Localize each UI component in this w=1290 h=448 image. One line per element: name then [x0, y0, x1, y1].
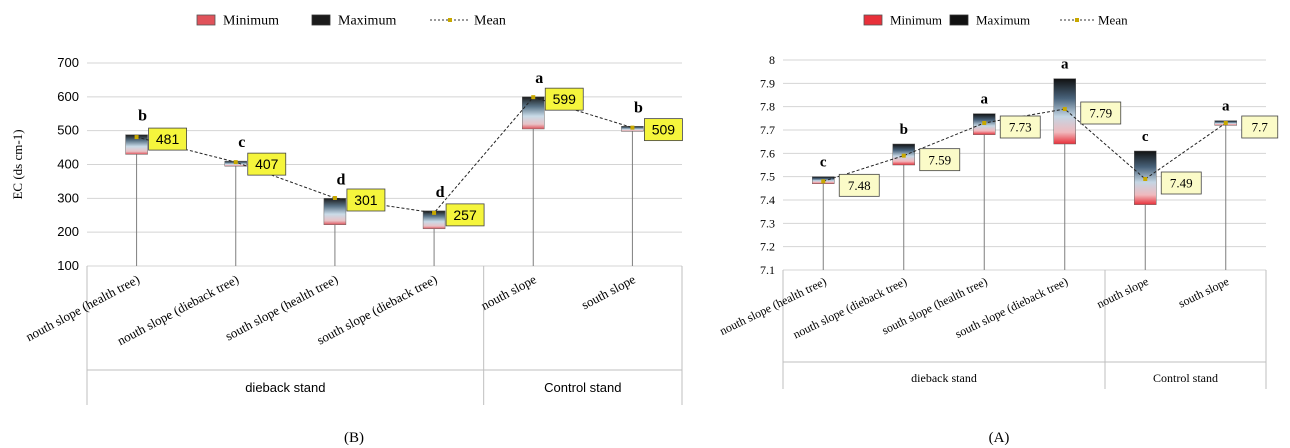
y-tick-label: 700	[57, 55, 79, 70]
mean-marker	[432, 210, 437, 215]
mean-label: 509	[652, 122, 676, 138]
mean-label: 7.73	[1009, 120, 1032, 135]
y-tick-label: 8	[769, 53, 775, 67]
significance-letter: c	[1142, 129, 1149, 145]
significance-letter: d	[436, 184, 445, 201]
mean-label-box	[544, 87, 584, 111]
y-tick-label: 600	[57, 89, 79, 104]
significance-letter: c	[238, 134, 245, 151]
mean-label: 7.79	[1089, 106, 1112, 121]
category-label: south slope	[1176, 274, 1231, 310]
mean-label: 407	[255, 156, 279, 172]
mean-label-box	[838, 173, 880, 197]
y-tick-label: 7.5	[760, 170, 775, 184]
caption-a: (A)	[989, 430, 1010, 446]
legend-swatch-maximum	[311, 14, 331, 26]
mean-label-box	[247, 152, 287, 176]
y-tick-label: 7.1	[760, 263, 775, 277]
y-tick-label: 7.8	[760, 100, 775, 114]
y-tick-label: 7.6	[760, 146, 775, 160]
mean-label: 7.7	[1252, 120, 1269, 135]
y-tick-label: 500	[57, 123, 79, 138]
category-label: nouth slope	[1094, 274, 1150, 311]
legend-marker-mean	[448, 18, 452, 22]
y-tick-label: 7.9	[760, 76, 775, 90]
mean-marker	[821, 179, 826, 184]
range-box	[1053, 78, 1076, 145]
significance-letter: c	[820, 155, 827, 171]
mean-marker	[901, 153, 906, 158]
mean-marker	[982, 121, 987, 125]
legend-label-minimum: Minimum	[890, 13, 942, 28]
legend-swatch-minimum	[196, 14, 216, 26]
y-tick-label: 7.4	[760, 193, 775, 207]
mean-label: 7.48	[848, 178, 871, 193]
y-tick-label: 200	[57, 224, 79, 239]
range-box	[125, 134, 148, 155]
mean-label-box	[1160, 171, 1202, 195]
chart-a: Minimum Maximum Mean 7.1 7.2 7.3 7.4 7.5 7.6 7.7 7…	[717, 13, 1279, 389]
mean-label-box	[148, 127, 187, 151]
range-box	[422, 210, 446, 230]
mean-label-box	[919, 148, 961, 172]
mean-label-box	[346, 188, 386, 212]
significance-letter: a	[1222, 99, 1230, 115]
mean-label: 481	[156, 131, 180, 147]
y-tick-label: 300	[57, 190, 79, 205]
mean-label-box	[1241, 115, 1279, 139]
mean-label-box	[1080, 101, 1122, 125]
significance-letter: b	[138, 108, 147, 125]
mean-label: 7.49	[1170, 176, 1193, 191]
mean-label: 7.59	[928, 152, 951, 167]
group-label: Control stand	[1153, 371, 1218, 385]
mean-marker	[1062, 107, 1067, 111]
mean-marker	[630, 125, 635, 130]
y-tick-label: 7.7	[760, 123, 775, 137]
significance-letter: a	[981, 92, 989, 108]
y-tick-label: 400	[57, 157, 79, 172]
legend-swatch-maximum	[949, 14, 969, 26]
chart-b: Minimum Maximum Mean 100 200 300 400 500 600 700 d…	[10, 14, 683, 405]
category-label: south slope	[579, 271, 638, 312]
mean-label: 257	[453, 207, 477, 223]
y-tick-label: 7.2	[760, 240, 775, 254]
mean-marker	[531, 95, 536, 100]
significance-letter: b	[900, 122, 908, 138]
significance-letter: d	[336, 171, 345, 188]
significance-letter: b	[634, 99, 643, 116]
group-label: dieback stand	[911, 371, 977, 385]
legend-label-mean: Mean	[474, 14, 506, 29]
y-tick-label: 7.3	[760, 216, 775, 230]
legend-label-minimum: Minimum	[223, 14, 279, 29]
mean-marker	[1143, 177, 1148, 181]
group-label: Control stand	[544, 380, 621, 395]
legend-label-maximum: Maximum	[338, 14, 396, 29]
legend-marker-mean	[1075, 18, 1079, 22]
mean-label: 301	[354, 192, 378, 208]
mean-label-box	[445, 203, 485, 227]
significance-letter: a	[1061, 57, 1069, 73]
mean-marker	[233, 160, 238, 165]
category-label: nouth slope	[478, 271, 538, 313]
legend-label-mean: Mean	[1098, 13, 1128, 28]
mean-marker	[1223, 121, 1228, 125]
caption-b: (B)	[344, 430, 364, 446]
range-box	[323, 198, 347, 225]
significance-letter: a	[535, 70, 543, 87]
legend-label-maximum: Maximum	[976, 13, 1030, 28]
y-tick-label: 100	[57, 258, 79, 273]
mean-label-box	[999, 115, 1041, 139]
y-axis-label: EC (ds cm-1)	[10, 129, 25, 199]
mean-label: 599	[553, 91, 577, 107]
range-box	[522, 96, 545, 130]
legend-swatch-minimum	[863, 14, 883, 26]
group-label: dieback stand	[245, 380, 325, 395]
mean-marker	[134, 135, 139, 140]
mean-label-box	[644, 118, 683, 142]
mean-marker	[332, 195, 337, 200]
